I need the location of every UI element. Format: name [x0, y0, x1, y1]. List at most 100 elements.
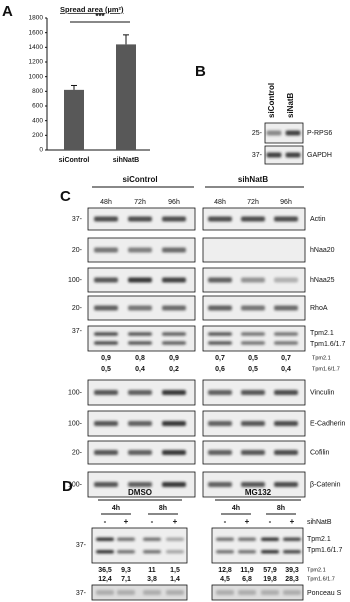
band [241, 216, 265, 222]
band [166, 537, 184, 541]
quant-value: 11 [148, 567, 156, 574]
quant-value: 0,7 [281, 355, 291, 362]
treatment: + [290, 517, 295, 526]
quant-value: 0,5 [248, 366, 258, 373]
band [238, 590, 256, 595]
band [128, 421, 152, 426]
treatment: + [245, 517, 250, 526]
quant-value: 39,3 [285, 567, 299, 574]
band [128, 332, 152, 336]
band [208, 332, 232, 336]
quant-label: Tpm2.1 [307, 567, 326, 573]
band [283, 590, 301, 595]
quant-value: 0,8 [135, 355, 145, 362]
band [96, 590, 114, 595]
band [274, 305, 298, 311]
y-tick-label: 0 [39, 147, 43, 154]
protein-label: RhoA [310, 305, 328, 312]
band [94, 390, 118, 395]
band [274, 390, 298, 395]
marker: 20- [72, 247, 83, 254]
band [208, 482, 232, 487]
bar [64, 89, 84, 150]
band [143, 550, 161, 554]
time-label: 96h [168, 199, 180, 206]
marker: 20- [72, 449, 83, 456]
protein-label: Actin [310, 216, 326, 223]
band [216, 550, 234, 554]
band [94, 421, 118, 426]
band [274, 216, 298, 222]
band [208, 390, 232, 395]
quant-value: 0,7 [215, 355, 225, 362]
band [241, 390, 265, 395]
band [285, 152, 301, 158]
chart-title: Spread area (µm²) [60, 5, 124, 14]
band [162, 277, 186, 283]
band [162, 341, 186, 345]
band [266, 130, 282, 136]
quant-value: 4,5 [220, 576, 230, 583]
protein-label: β-Catenin [310, 481, 341, 488]
band [208, 421, 232, 426]
band [274, 450, 298, 455]
group-label: DMSO [128, 488, 152, 497]
protein-label: Ponceau S [307, 590, 342, 597]
blot [211, 584, 304, 601]
quant-value: 57,9 [263, 567, 277, 574]
band [96, 537, 114, 541]
y-tick-label: 1600 [29, 29, 44, 36]
quant-value: 0,2 [169, 366, 179, 373]
marker: 100- [68, 389, 83, 396]
band [162, 421, 186, 426]
quant-value: 11,9 [240, 567, 253, 574]
marker: 25- [252, 130, 263, 137]
band [94, 216, 118, 222]
y-tick-label: 1000 [29, 73, 44, 80]
quant-label: Tpm2.1 [312, 355, 331, 361]
marker: 100- [68, 277, 83, 284]
band [241, 450, 265, 455]
band [261, 537, 279, 541]
band [94, 341, 118, 345]
y-tick-label: 600 [32, 103, 43, 110]
panel-label: C [60, 188, 71, 205]
band [274, 341, 298, 345]
blot [211, 527, 304, 564]
blot [264, 122, 304, 144]
band [94, 332, 118, 336]
significance: *** [95, 12, 105, 21]
time-label: 4h [232, 505, 240, 512]
treatment-label: sihNatB [307, 519, 332, 526]
x-tick-label: siControl [59, 157, 90, 164]
band [162, 390, 186, 395]
band [128, 390, 152, 395]
y-tick-label: 200 [32, 132, 43, 139]
quant-label: Tpm1.6/1.7 [307, 576, 335, 582]
quant-value: 0,4 [281, 366, 291, 373]
quant-value: 0,9 [101, 355, 111, 362]
band [143, 590, 161, 595]
band [128, 450, 152, 455]
band [274, 482, 298, 487]
quant-value: 28,3 [285, 576, 299, 583]
time-label: 48h [214, 199, 226, 206]
quant-value: 12,8 [218, 567, 232, 574]
time-label: 72h [247, 199, 259, 206]
band [162, 247, 186, 253]
quant-value: 0,4 [135, 366, 145, 373]
band [274, 277, 298, 283]
band [128, 277, 152, 283]
band [208, 305, 232, 311]
band [283, 550, 301, 554]
group-label: MG132 [245, 488, 272, 497]
band [238, 550, 256, 554]
protein-label: Tpm1.6/1.7 [307, 547, 343, 554]
time-label: 4h [112, 505, 120, 512]
band [241, 421, 265, 426]
quant-value: 19,8 [263, 576, 277, 583]
band [216, 590, 234, 595]
band [241, 305, 265, 311]
time-label: 96h [280, 199, 292, 206]
band [117, 537, 135, 541]
